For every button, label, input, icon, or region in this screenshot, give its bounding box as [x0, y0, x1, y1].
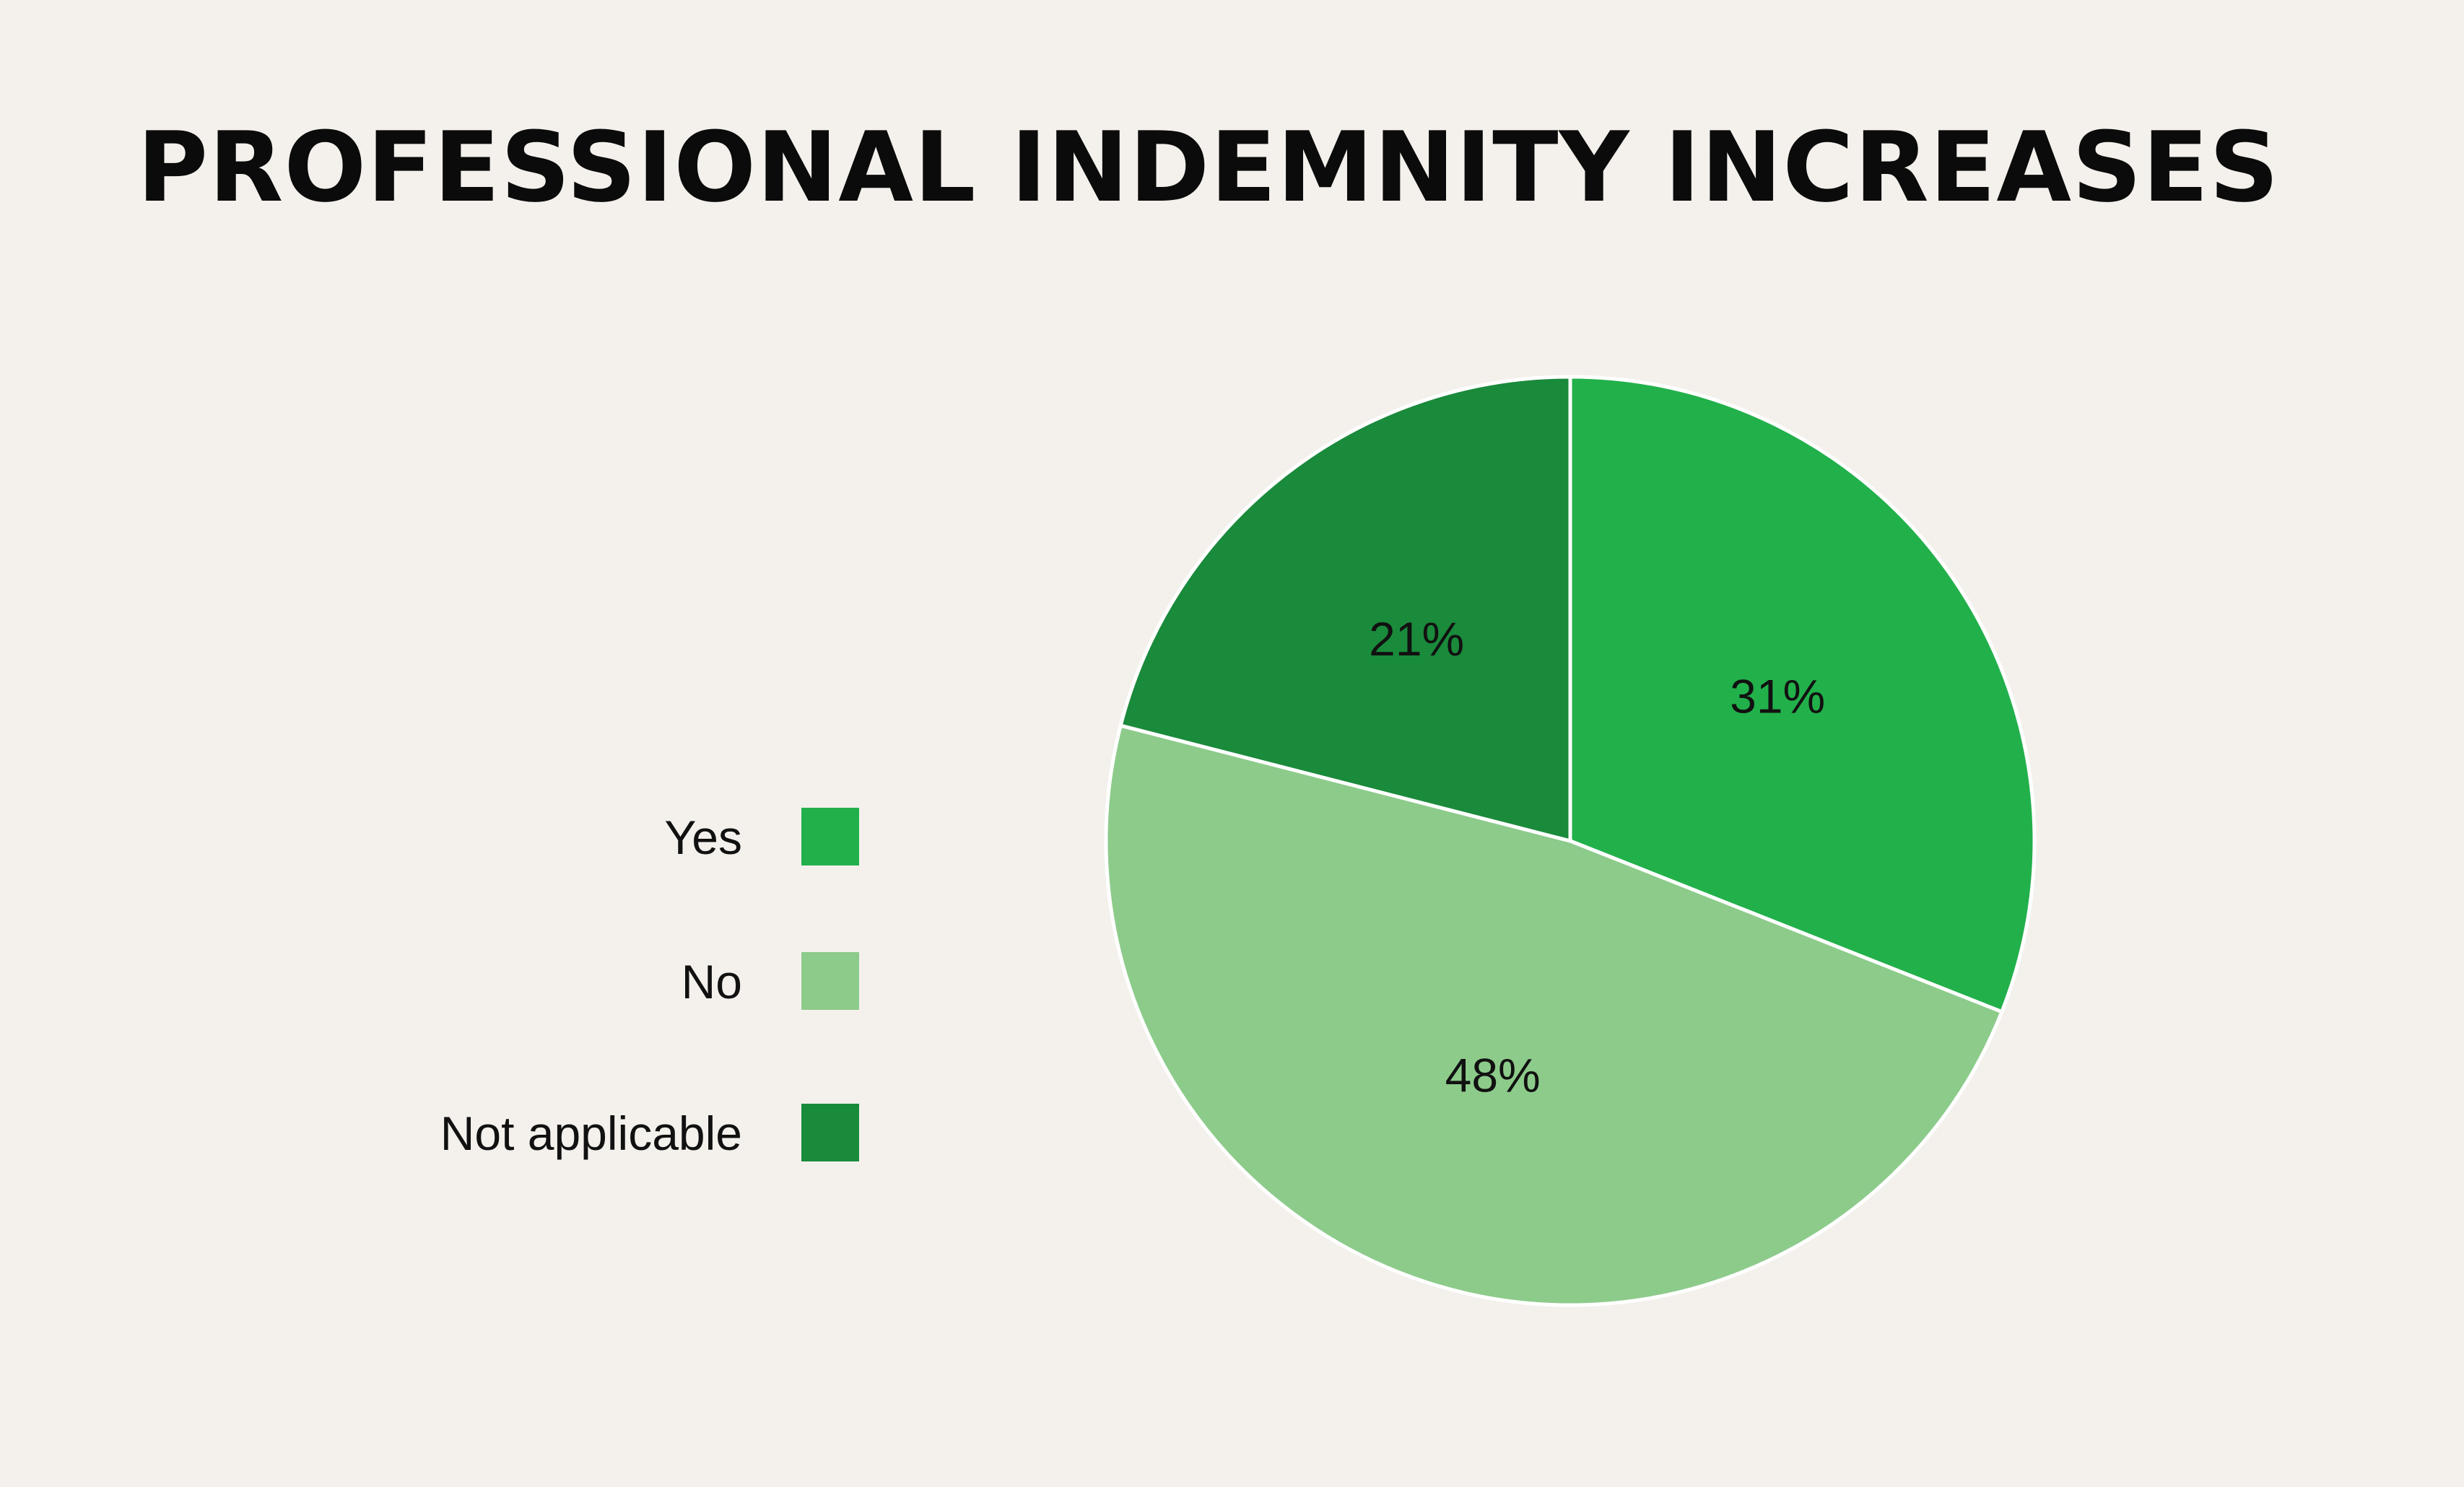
legend-swatch-yes [801, 808, 859, 865]
legend-swatch-no [801, 952, 859, 1010]
pie-chart: 31% 48% 21% [1090, 365, 2050, 1325]
pie-label-no: 48% [1445, 1049, 1541, 1102]
legend-label-no: No [681, 955, 742, 1008]
legend-swatch-not-applicable [801, 1104, 859, 1161]
pie-chart-svg: 31% 48% 21% [1104, 375, 2037, 1307]
legend-item-yes: Yes [289, 805, 866, 870]
chart-title: PROFESSIONAL INDEMNITY INCREASES [137, 111, 2280, 224]
pie-label-yes: 31% [1730, 669, 1825, 723]
legend-item-not-applicable: Not applicable [289, 1101, 866, 1166]
pie-slice-no [1104, 723, 2004, 1307]
pie-slice-not-applicable [1118, 375, 1572, 843]
legend-label-yes: Yes [664, 811, 742, 864]
legend-label-not-applicable: Not applicable [440, 1107, 742, 1160]
legend-item-no: No [289, 949, 866, 1014]
pie-slice-yes [1568, 375, 2037, 1014]
pie-label-not-applicable: 21% [1369, 612, 1464, 666]
